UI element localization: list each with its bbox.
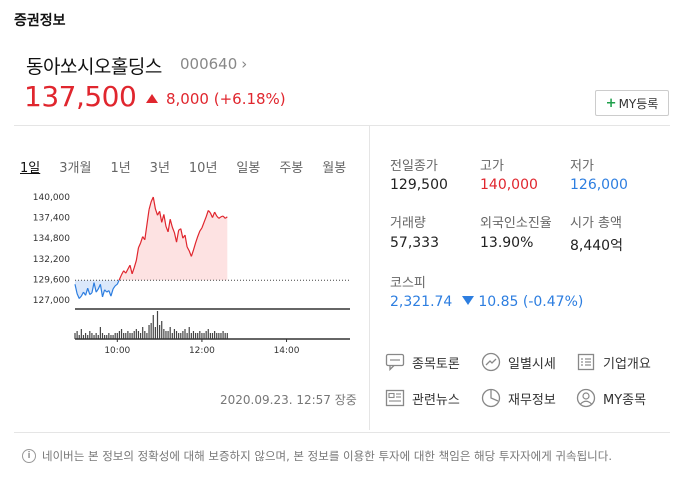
current-price: 137,500 bbox=[24, 80, 137, 113]
link-daily-price-label: 일별시세 bbox=[508, 356, 556, 372]
tab-3year[interactable]: 3년 bbox=[149, 161, 170, 176]
low-value: 126,000 bbox=[570, 177, 628, 193]
info-icon: i bbox=[22, 449, 36, 463]
y-tick-label: 140,000 bbox=[33, 193, 70, 203]
market-cap-value: 8,440억 bbox=[570, 238, 623, 254]
kospi-change: 10.85 bbox=[478, 294, 519, 310]
volume-label: 거래량 bbox=[390, 216, 426, 231]
period-tabs: 1일 3개월 1년 3년 10년 일봉 주봉 월봉 bbox=[20, 157, 365, 176]
stock-name[interactable]: 동아쏘시오홀딩스 bbox=[26, 56, 162, 78]
market-cap-label: 시가 총액 bbox=[570, 216, 622, 231]
divider-top bbox=[14, 125, 670, 126]
user-icon bbox=[575, 387, 597, 409]
link-discussion-label: 종목토론 bbox=[412, 356, 460, 372]
link-discussion[interactable]: 종목토론 bbox=[384, 351, 460, 373]
y-tick-label: 132,200 bbox=[33, 255, 70, 265]
prev-close-label: 전일종가 bbox=[390, 159, 438, 174]
y-tick-label: 134,800 bbox=[33, 234, 70, 244]
kospi-label[interactable]: 코스피 bbox=[390, 276, 426, 291]
price-change-pct: (+6.18%) bbox=[213, 90, 286, 108]
plus-icon: + bbox=[605, 95, 617, 111]
tab-3month[interactable]: 3개월 bbox=[59, 161, 92, 176]
down-arrow-icon bbox=[462, 296, 475, 305]
tab-daily[interactable]: 일봉 bbox=[236, 161, 261, 176]
link-company-overview-label: 기업개요 bbox=[603, 356, 651, 372]
y-tick-label: 127,000 bbox=[33, 296, 70, 306]
divider-bottom bbox=[14, 432, 670, 433]
chart-line-down bbox=[74, 279, 120, 299]
tab-1year[interactable]: 1년 bbox=[110, 161, 131, 176]
link-related-news[interactable]: 관련뉴스 bbox=[384, 387, 460, 409]
y-tick-label: 129,600 bbox=[33, 275, 70, 285]
link-my-stocks-label: MY종목 bbox=[603, 392, 647, 408]
list-icon bbox=[575, 351, 597, 373]
chart-area-up bbox=[119, 196, 228, 281]
link-financial-info[interactable]: 재무정보 bbox=[480, 387, 556, 409]
up-arrow-icon bbox=[146, 94, 158, 103]
link-financial-info-label: 재무정보 bbox=[508, 392, 556, 408]
trend-icon bbox=[480, 351, 502, 373]
link-company-overview[interactable]: 기업개요 bbox=[575, 351, 651, 373]
x-tick-label: 14:00 bbox=[274, 346, 300, 356]
tab-10year[interactable]: 10년 bbox=[188, 161, 218, 176]
news-icon bbox=[384, 387, 406, 409]
x-tick-label: 12:00 bbox=[189, 346, 215, 356]
chevron-right-icon: › bbox=[241, 55, 248, 73]
disclaimer-text: 네이버는 본 정보의 정확성에 대해 보증하지 않으며, 본 정보를 이용한 투… bbox=[42, 449, 612, 463]
link-related-news-label: 관련뉴스 bbox=[412, 392, 460, 408]
kospi-change-row: 2,321.74 10.85 (-0.47%) bbox=[390, 294, 583, 310]
high-value: 140,000 bbox=[480, 177, 538, 193]
clock-icon bbox=[480, 387, 502, 409]
link-daily-price[interactable]: 일별시세 bbox=[480, 351, 556, 373]
x-tick-label: 10:00 bbox=[104, 346, 130, 356]
chart-line-up bbox=[118, 196, 228, 281]
link-my-stocks[interactable]: MY종목 bbox=[575, 387, 646, 409]
price-change: 8,000 (+6.18%) bbox=[146, 90, 286, 108]
volume-value: 57,333 bbox=[390, 235, 439, 251]
stock-code-text: 000640 bbox=[180, 55, 238, 73]
price-chart[interactable]: 140,000 137,400 134,800 132,200 129,600 127,0… bbox=[18, 188, 356, 358]
my-register-button[interactable]: + MY등록 bbox=[595, 90, 669, 116]
y-tick-label: 137,400 bbox=[33, 214, 70, 224]
tab-1day[interactable]: 1일 bbox=[20, 161, 41, 176]
timestamp: 2020.09.23. 12:57 장중 bbox=[220, 393, 357, 407]
my-register-label: MY등록 bbox=[618, 96, 659, 111]
prev-close-value: 129,500 bbox=[390, 177, 448, 193]
foreign-value: 13.90% bbox=[480, 235, 534, 251]
tab-monthly[interactable]: 월봉 bbox=[322, 161, 347, 176]
chat-icon bbox=[384, 351, 406, 373]
section-title: 증권정보 bbox=[14, 13, 66, 29]
stock-code[interactable]: 000640 › bbox=[180, 55, 247, 73]
chart-area-down bbox=[75, 280, 120, 299]
foreign-label: 외국인소진율 bbox=[480, 216, 552, 231]
kospi-value: 2,321.74 bbox=[390, 294, 453, 310]
disclaimer: i 네이버는 본 정보의 정확성에 대해 보증하지 않으며, 본 정보를 이용한 … bbox=[22, 448, 612, 464]
kospi-change-pct: (-0.47%) bbox=[522, 294, 584, 310]
tab-weekly[interactable]: 주봉 bbox=[279, 161, 304, 176]
price-change-value: 8,000 bbox=[166, 90, 209, 108]
low-label: 저가 bbox=[570, 159, 594, 174]
divider-vertical bbox=[369, 126, 370, 430]
high-label: 고가 bbox=[480, 159, 504, 174]
